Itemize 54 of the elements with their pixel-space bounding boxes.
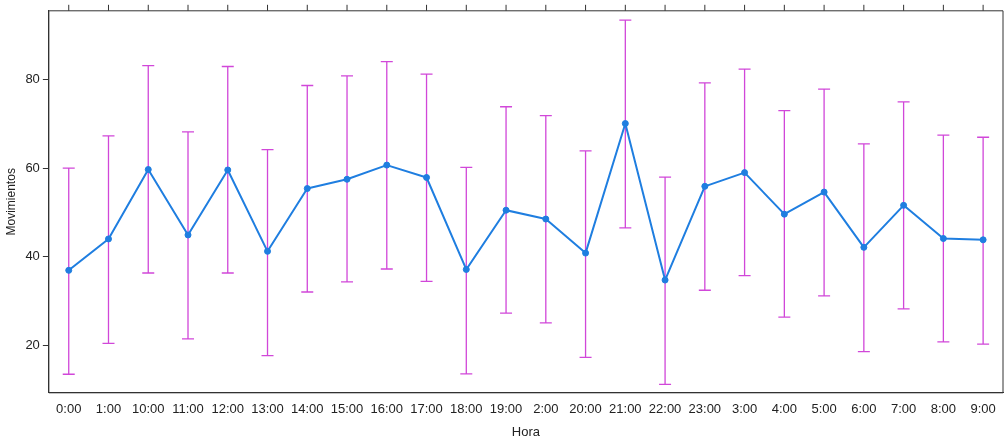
x-tick-label: 22:00	[648, 401, 682, 417]
x-tick-label: 23:00	[688, 401, 722, 417]
point	[423, 173, 431, 181]
point	[661, 276, 669, 284]
point	[104, 235, 112, 243]
point	[860, 243, 868, 251]
point	[383, 161, 391, 169]
x-tick-label: 0:00	[56, 401, 82, 417]
x-tick-label: 16:00	[370, 401, 404, 417]
x-tick-label: 20:00	[569, 401, 602, 417]
x-tick-label: 5:00	[811, 401, 837, 417]
point	[462, 265, 470, 273]
point	[502, 206, 510, 214]
x-tick-label: 15:00	[330, 401, 364, 417]
point	[343, 175, 351, 183]
y-tick-label: 80	[25, 71, 40, 87]
x-tick-label: 11:00	[172, 401, 204, 417]
x-tick-label: 9:00	[970, 401, 996, 417]
x-tick-label: 21:00	[609, 401, 642, 417]
x-tick-label: 12:00	[211, 401, 245, 417]
point	[65, 266, 73, 274]
point	[184, 231, 192, 239]
x-tick-label: 17:00	[410, 401, 443, 417]
point	[621, 120, 629, 128]
point	[900, 201, 908, 209]
point	[780, 210, 788, 218]
y-tick-label: 60	[25, 159, 40, 175]
x-tick-label: 6:00	[851, 401, 877, 417]
x-tick-label: 8:00	[930, 401, 957, 417]
point	[542, 215, 550, 223]
x-tick-label: 10:00	[131, 401, 165, 417]
point	[303, 185, 311, 193]
point	[144, 166, 152, 174]
x-tick-label: 4:00	[771, 401, 797, 417]
x-tick-label: 7:00	[890, 401, 917, 417]
x-tick-label: 3:00	[731, 401, 758, 417]
point	[224, 166, 232, 174]
x-tick-label: 18:00	[450, 401, 483, 417]
x-tick-label: 19:00	[489, 401, 523, 417]
x-tick-label: 1:00	[95, 401, 122, 417]
point	[701, 182, 709, 190]
point	[820, 188, 828, 196]
y-tick-label: 40	[25, 248, 40, 264]
y-axis-title: Movimientos	[3, 168, 18, 236]
x-tick-label: 14:00	[291, 401, 324, 417]
x-tick-label: 13:00	[251, 401, 284, 417]
x-tick-label: 2:00	[533, 401, 559, 417]
point	[939, 235, 947, 242]
point	[582, 249, 590, 257]
x-axis-title: Hora	[511, 423, 541, 439]
y-tick-label: 20	[25, 336, 40, 352]
point	[741, 169, 749, 177]
point	[264, 247, 272, 255]
point	[979, 236, 987, 244]
